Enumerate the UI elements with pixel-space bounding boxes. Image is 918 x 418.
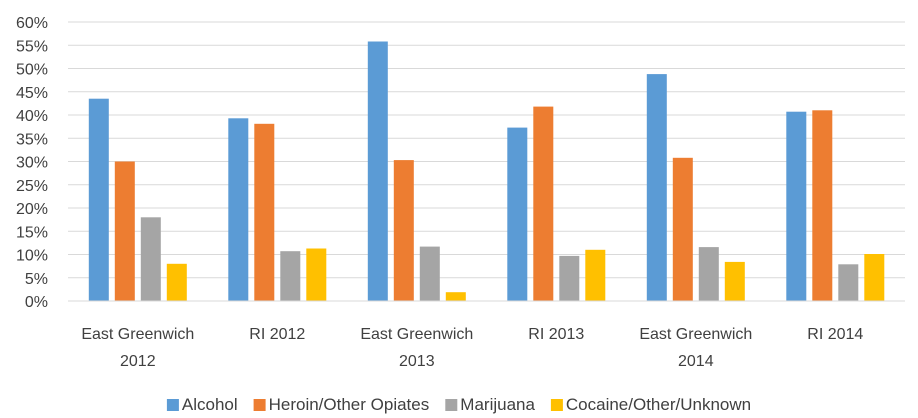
bar-alcohol-2 (367, 41, 388, 301)
bar-alcohol-5 (786, 111, 807, 301)
bar-heroin-other-opiates-5 (812, 110, 833, 301)
y-tick-label: 40% (16, 108, 48, 125)
bars (88, 41, 885, 301)
x-category-label: RI 2013 (528, 326, 584, 343)
bar-cocaine-other-unknown-3 (585, 249, 606, 301)
x-category-label: RI 2012 (249, 326, 305, 343)
bar-cocaine-other-unknown-4 (724, 261, 745, 301)
y-tick-label: 5% (25, 271, 48, 288)
bar-marijuana-3 (559, 255, 580, 301)
gridlines (68, 21, 905, 279)
bar-alcohol-4 (646, 74, 667, 301)
y-tick-label: 15% (16, 224, 48, 241)
legend-swatch (253, 399, 266, 411)
bar-heroin-other-opiates-1 (254, 123, 275, 301)
bar-heroin-other-opiates-4 (672, 157, 693, 301)
x-category-label: RI 2014 (807, 326, 863, 343)
legend: Alcohol Heroin/Other Opiates Marijuana Coca… (166, 395, 751, 414)
bar-alcohol-1 (228, 118, 249, 301)
bar-heroin-other-opiates-3 (533, 106, 554, 301)
x-category-label-line: RI 2014 (807, 326, 863, 343)
x-category-label-line: RI 2013 (528, 326, 584, 343)
legend-label: Cocaine/Other/Unknown (566, 395, 751, 414)
x-category-label: East Greenwich 2013 (360, 326, 473, 370)
legend-swatch (166, 399, 179, 411)
y-tick-label: 10% (16, 248, 48, 265)
x-category-label-line: 2013 (399, 353, 435, 370)
bar-marijuana-1 (280, 251, 301, 301)
bar-cocaine-other-unknown-2 (445, 292, 466, 301)
y-tick-label: 55% (16, 38, 48, 55)
legend-label: Marijuana (460, 395, 535, 414)
legend-label: Heroin/Other Opiates (269, 395, 430, 414)
bar-marijuana-2 (419, 246, 440, 301)
y-tick-label: 60% (16, 15, 48, 32)
x-axis-category-labels: East Greenwich 2012 RI 2012 East Greenwich 2… (81, 326, 863, 370)
bar-cocaine-other-unknown-0 (166, 263, 187, 301)
x-category-label: East Greenwich 2012 (81, 326, 194, 370)
legend-swatch (445, 399, 458, 411)
x-category-label-line: East Greenwich (81, 326, 194, 343)
y-tick-label: 50% (16, 62, 48, 79)
x-category-label-line: East Greenwich (360, 326, 473, 343)
bar-cocaine-other-unknown-1 (306, 248, 327, 301)
legend-label: Alcohol (182, 395, 238, 414)
bar-marijuana-0 (140, 217, 161, 301)
x-category-label-line: RI 2012 (249, 326, 305, 343)
y-tick-label: 45% (16, 85, 48, 102)
y-tick-label: 35% (16, 131, 48, 148)
y-tick-label: 0% (25, 294, 48, 311)
bar-heroin-other-opiates-0 (114, 161, 135, 301)
x-category-label-line: East Greenwich (639, 326, 752, 343)
bar-marijuana-4 (698, 247, 719, 301)
bar-marijuana-5 (838, 264, 859, 301)
x-category-label-line: 2012 (120, 353, 156, 370)
bar-heroin-other-opiates-2 (393, 160, 414, 301)
y-axis-tick-labels: 0% 5% 10% 15% 20% 25% 30% 35% 40% 45% 50% 55% 60% (16, 15, 48, 311)
bar-alcohol-3 (507, 127, 528, 301)
x-category-label: East Greenwich 2014 (639, 326, 752, 370)
y-tick-label: 25% (16, 178, 48, 195)
y-tick-label: 20% (16, 201, 48, 218)
bar-alcohol-0 (88, 98, 109, 301)
x-category-label-line: 2014 (678, 353, 714, 370)
bar-cocaine-other-unknown-5 (864, 254, 885, 301)
y-tick-label: 30% (16, 155, 48, 172)
legend-swatch (550, 399, 563, 411)
